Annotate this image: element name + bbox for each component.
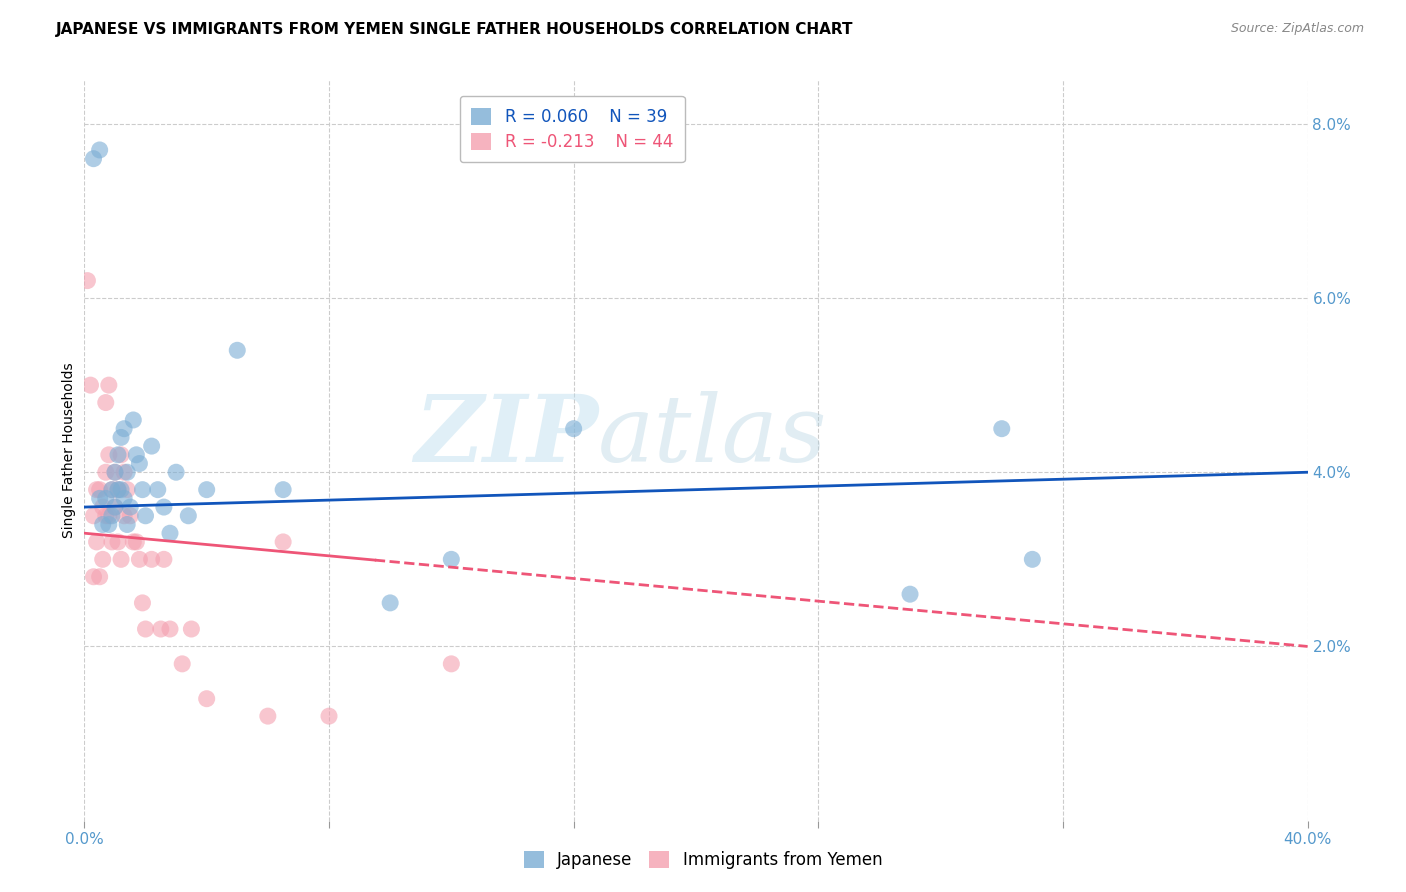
Point [107,448,129,462]
Point [97,378,120,392]
Point [128,457,150,471]
Text: JAPANESE VS IMMIGRANTS FROM YEMEN SINGLE FATHER HOUSEHOLDS CORRELATION CHART: JAPANESE VS IMMIGRANTS FROM YEMEN SINGLE… [56,22,853,37]
Point [110,430,132,444]
Point [110,483,132,497]
Point [172,657,194,671]
Point [83,570,105,584]
Point [112,491,135,506]
Point [153,552,176,566]
Point [125,535,148,549]
Point [97,508,120,523]
Point [94,491,117,506]
Point [562,422,585,436]
Point [83,152,105,166]
Point [79,378,101,392]
Point [115,465,138,479]
Point [146,483,169,497]
Point [131,483,153,497]
Point [101,535,124,549]
Point [104,500,127,514]
Point [271,535,294,549]
Point [91,517,114,532]
Point [131,596,153,610]
Point [120,500,142,514]
Point [159,526,181,541]
Point [94,395,117,409]
Point [86,483,108,497]
Point [122,413,145,427]
Legend: R = 0.060    N = 39, R = -0.213    N = 44: R = 0.060 N = 39, R = -0.213 N = 44 [460,96,685,162]
Point [991,422,1014,436]
Point [94,465,117,479]
Point [104,500,127,514]
Point [380,596,402,610]
Text: atlas: atlas [598,391,828,481]
Point [101,483,124,497]
Y-axis label: Single Father Households: Single Father Households [62,363,76,538]
Point [107,483,129,497]
Point [112,508,135,523]
Point [83,508,105,523]
Point [89,491,111,506]
Point [141,439,163,453]
Point [86,535,108,549]
Point [180,622,202,636]
Point [101,508,124,523]
Point [91,500,114,514]
Point [128,552,150,566]
Point [110,552,132,566]
Point [112,465,135,479]
Point [271,483,294,497]
Point [159,622,181,636]
Point [97,517,120,532]
Point [135,622,157,636]
Legend: Japanese, Immigrants from Yemen: Japanese, Immigrants from Yemen [513,841,893,880]
Point [89,483,111,497]
Point [110,448,132,462]
Point [257,709,280,723]
Point [104,465,127,479]
Point [89,143,111,157]
Point [101,483,124,497]
Point [120,508,142,523]
Point [104,465,127,479]
Text: Source: ZipAtlas.com: Source: ZipAtlas.com [1230,22,1364,36]
Point [440,657,463,671]
Point [195,483,218,497]
Point [89,570,111,584]
Point [76,274,98,288]
Point [195,691,218,706]
Point [153,500,176,514]
Point [115,483,138,497]
Point [122,535,145,549]
Text: ZIP: ZIP [413,391,598,481]
Point [91,552,114,566]
Point [94,508,117,523]
Point [97,448,120,462]
Point [125,448,148,462]
Point [226,343,249,358]
Point [107,535,129,549]
Point [177,508,200,523]
Point [898,587,921,601]
Point [318,709,340,723]
Point [115,517,138,532]
Point [107,483,129,497]
Point [149,622,172,636]
Point [165,465,187,479]
Point [1021,552,1043,566]
Point [135,508,157,523]
Point [141,552,163,566]
Point [112,422,135,436]
Point [440,552,463,566]
